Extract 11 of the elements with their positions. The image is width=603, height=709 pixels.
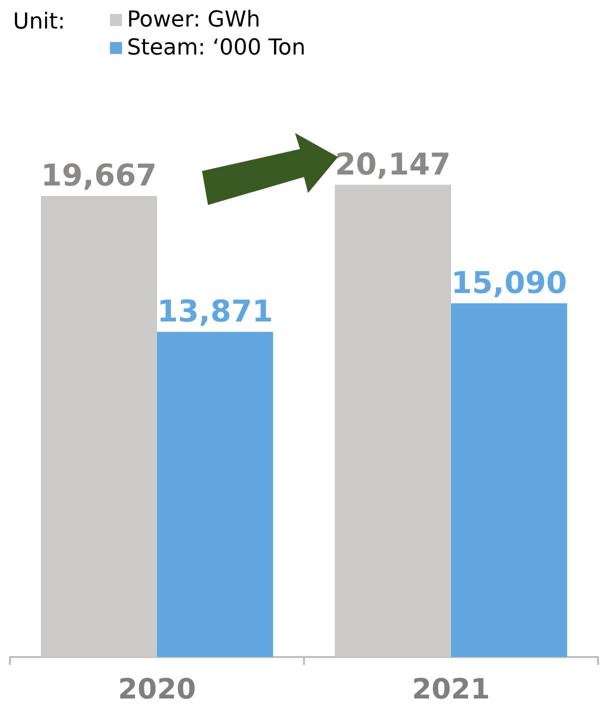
data-label: 20,147 <box>335 147 451 182</box>
bar <box>451 303 568 657</box>
x-tick-label: 2020 <box>118 672 196 706</box>
legend-label: Steam: ‘000 Ton <box>127 36 306 60</box>
data-label: 13,871 <box>157 294 273 330</box>
data-label: 19,667 <box>41 158 157 194</box>
x-tick-label: 2021 <box>412 672 490 706</box>
data-label: 15,090 <box>451 266 567 301</box>
legend-title: Unit: <box>13 10 66 34</box>
legend-label: Power: GWh <box>127 8 260 32</box>
bar <box>157 332 274 657</box>
